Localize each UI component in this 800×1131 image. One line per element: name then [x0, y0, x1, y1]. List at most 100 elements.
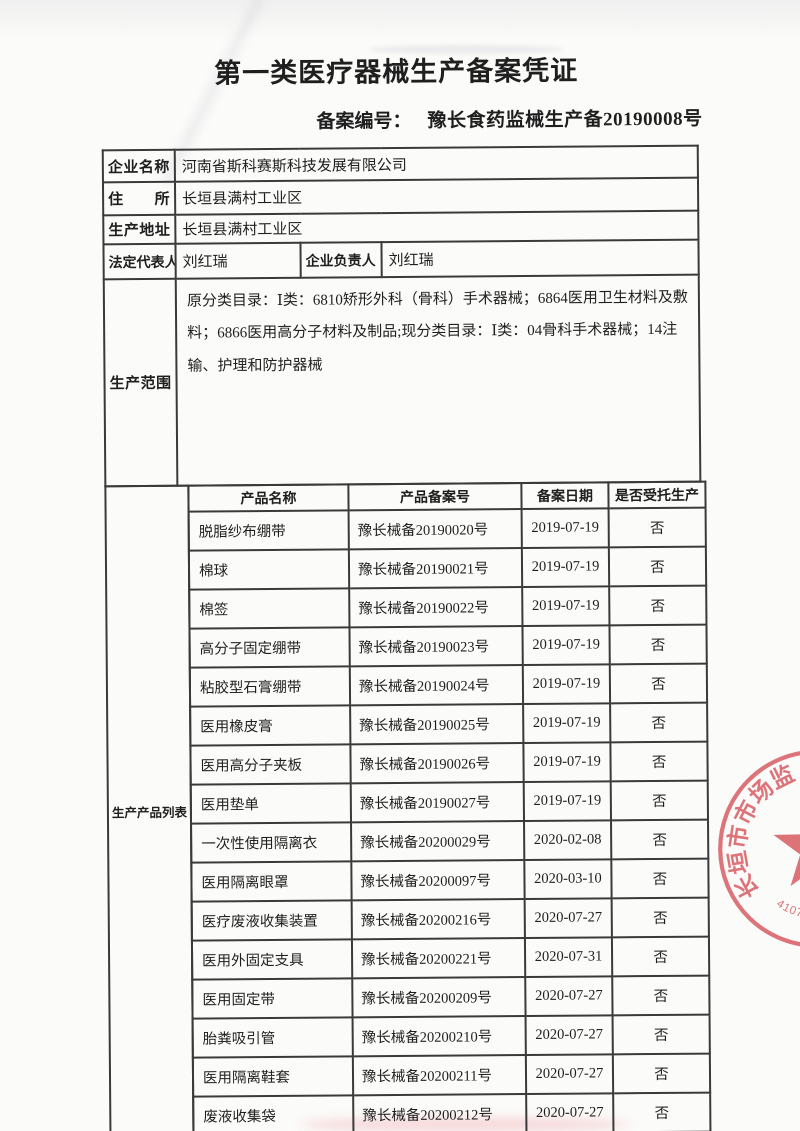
- product-record-no-cell: 豫长械备20200221号: [351, 938, 526, 979]
- product-record-date-cell: 2019-07-19: [522, 664, 611, 705]
- product-row: 医用橡皮膏 豫长械备20190025号 2019-07-19 否: [190, 702, 708, 746]
- product-record-no-cell: 豫长械备20200210号: [352, 1016, 526, 1057]
- product-record-no-cell: 豫长械备20200212号: [353, 1094, 527, 1131]
- product-row: 医用隔离鞋套 豫长械备20200211号 2020-07-27 否: [192, 1053, 711, 1097]
- product-row: 棉球 豫长械备20190021号 2019-07-19 否: [188, 546, 707, 590]
- record-number-label: 备案编号：: [316, 110, 412, 133]
- company-name-value: 河南省斯科赛斯科技发展有限公司: [174, 145, 698, 182]
- production-address-row: 生产地址 长垣县满村工业区: [103, 210, 699, 245]
- product-entrusted-cell: 否: [610, 780, 709, 821]
- product-record-date-cell: 2019-07-19: [523, 703, 611, 744]
- products-section: 生产产品列表 产品名称 产品备案号 备案日期 是否受托生产 脱脂纱布绷带 豫长械…: [104, 481, 711, 1131]
- product-record-date-cell: 2020-02-08: [524, 820, 612, 861]
- production-scope-value: 原分类目录：Ⅰ类：6810矫形外科（骨科）手术器械；6864医用卫生材料及敷料；…: [175, 274, 701, 486]
- product-row: 医疗废液收集装置 豫长械备20200216号 2020-07-27 否: [191, 897, 709, 941]
- product-name-cell: 医用垫单: [190, 783, 352, 824]
- stamp-code-text: 41072: [774, 898, 800, 920]
- product-row: 高分子固定绷带 豫长械备20190023号 2019-07-19 否: [189, 624, 707, 668]
- product-entrusted-cell: 否: [612, 1053, 711, 1094]
- product-name-cell: 棉球: [188, 549, 350, 590]
- svg-text:0: 0: [787, 904, 797, 918]
- svg-text:垣: 垣: [725, 849, 754, 876]
- product-record-date-cell: 2019-07-19: [521, 547, 610, 588]
- product-record-no-cell: 豫长械备20190022号: [349, 587, 523, 628]
- product-name-cell: 废液收集袋: [193, 1095, 354, 1131]
- product-record-no-cell: 豫长械备20200216号: [351, 899, 525, 940]
- product-row: 医用隔离眼罩 豫长械备20200097号 2020-03-10 否: [191, 858, 709, 902]
- product-entrusted-cell: 否: [611, 858, 709, 899]
- red-ink-smudge: [300, 1118, 630, 1131]
- product-record-date-cell: 2020-07-27: [526, 1093, 614, 1131]
- product-name-cell: 棉签: [189, 588, 350, 629]
- product-row: 脱脂纱布绷带 豫长械备20190020号 2019-07-19 否: [188, 507, 706, 551]
- certificate-title: 第一类医疗器械生产备案凭证: [214, 55, 579, 89]
- company-manager-label: 企业负责人: [300, 242, 382, 278]
- product-entrusted-cell: 否: [609, 585, 707, 626]
- product-name-cell: 医用固定带: [192, 978, 353, 1019]
- product-entrusted-cell: 否: [612, 975, 710, 1016]
- production-scope-label: 生产范围: [103, 278, 178, 487]
- product-name-cell: 医用外固定支具: [191, 939, 353, 980]
- product-entrusted-cell: 否: [608, 507, 706, 548]
- products-table-body: 脱脂纱布绷带 豫长械备20190020号 2019-07-19 否 棉球 豫长械…: [188, 507, 711, 1131]
- product-row: 一次性使用隔离衣 豫长械备20200029号 2020-02-08 否: [191, 819, 709, 863]
- product-entrusted-cell: 否: [611, 936, 710, 977]
- production-address-label: 生产地址: [103, 214, 176, 245]
- residence-row: 住 所 长垣县满村工业区: [102, 177, 699, 216]
- product-record-date-cell: 2020-07-27: [525, 976, 613, 1017]
- stamp-circle: [718, 749, 800, 948]
- product-entrusted-cell: 否: [609, 663, 708, 704]
- products-header-row: 产品名称 产品备案号 备案日期 是否受托生产: [188, 481, 706, 512]
- product-name-cell: 粘胶型石膏绷带: [189, 666, 351, 707]
- residence-value: 长垣县满村工业区: [174, 177, 699, 215]
- product-row: 废液收集袋 豫长械备20200212号 2020-07-27 否: [193, 1092, 711, 1131]
- product-record-date-cell: 2020-07-27: [524, 898, 612, 939]
- product-record-no-cell: 豫长械备20200029号: [351, 821, 525, 862]
- product-entrusted-cell: 否: [609, 624, 707, 665]
- production-scope-row: 生产范围 原分类目录：Ⅰ类：6810矫形外科（骨科）手术器械；6864医用卫生材…: [103, 274, 701, 487]
- svg-text:1: 1: [781, 901, 792, 915]
- products-table: 产品名称 产品备案号 备案日期 是否受托生产 脱脂纱布绷带 豫长械备201900…: [187, 481, 711, 1131]
- product-record-date-cell: 2020-07-27: [525, 1054, 614, 1095]
- company-name-label: 企业名称: [102, 149, 175, 183]
- col-header-entrusted: 是否受托生产: [608, 481, 706, 509]
- product-record-no-cell: 豫长械备20190024号: [349, 665, 524, 706]
- product-record-date-cell: 2019-07-19: [523, 742, 611, 783]
- product-row: 医用高分子夹板 豫长械备20190026号 2019-07-19 否: [190, 741, 708, 785]
- legal-rep-label: 法定代表人: [103, 243, 176, 280]
- product-name-cell: 医用橡皮膏: [190, 705, 351, 746]
- products-section-label: 生产产品列表: [104, 484, 195, 1131]
- product-name-cell: 医用隔离眼罩: [191, 861, 352, 902]
- product-entrusted-cell: 否: [612, 1014, 710, 1055]
- col-header-record-no: 产品备案号: [348, 483, 522, 511]
- company-info-table: 企业名称 河南省斯科赛斯科技发展有限公司 住 所 长垣县满村工业区 生产地址 长…: [102, 145, 702, 488]
- residence-label: 住 所: [102, 181, 176, 216]
- product-record-no-cell: 豫长械备20190026号: [350, 743, 524, 784]
- product-record-no-cell: 豫长械备20190023号: [349, 626, 523, 667]
- svg-text:7: 7: [795, 907, 800, 920]
- record-number-value: 豫长食药监械生产备20190008号: [427, 108, 703, 132]
- legal-rep-row: 法定代表人 刘红瑞 企业负责人 刘红瑞: [103, 239, 699, 280]
- product-name-cell: 医疗废液收集装置: [191, 900, 352, 941]
- product-row: 医用固定带 豫长械备20200209号 2020-07-27 否: [192, 975, 710, 1019]
- company-manager-value: 刘红瑞: [381, 239, 699, 278]
- product-record-date-cell: 2020-03-10: [524, 859, 612, 900]
- product-row: 粘胶型石膏绷带 豫长械备20190024号 2019-07-19 否: [189, 663, 708, 707]
- product-record-date-cell: 2019-07-19: [521, 508, 609, 549]
- product-entrusted-cell: 否: [613, 1092, 711, 1131]
- production-address-value: 长垣县满村工业区: [175, 210, 699, 244]
- product-record-date-cell: 2019-07-19: [522, 625, 610, 666]
- product-record-no-cell: 豫长械备20190025号: [350, 704, 524, 745]
- svg-text:市: 市: [724, 824, 753, 851]
- product-row: 棉签 豫长械备20190022号 2019-07-19 否: [189, 585, 707, 629]
- product-record-no-cell: 豫长械备20200209号: [352, 977, 526, 1018]
- product-name-cell: 高分子固定绷带: [189, 627, 350, 668]
- product-row: 胎粪吸引管 豫长械备20200210号 2020-07-27 否: [192, 1014, 710, 1058]
- col-header-record-date: 备案日期: [521, 482, 609, 510]
- product-entrusted-cell: 否: [611, 819, 709, 860]
- product-record-date-cell: 2020-07-27: [525, 1015, 613, 1056]
- product-name-cell: 一次性使用隔离衣: [191, 822, 352, 863]
